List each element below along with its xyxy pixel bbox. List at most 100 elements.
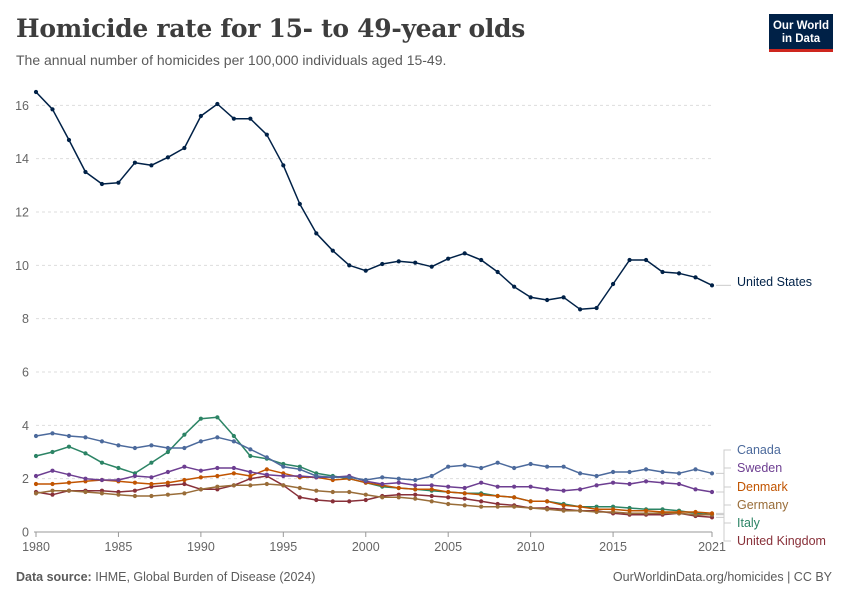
data-point xyxy=(380,261,385,267)
data-point xyxy=(545,464,550,469)
source-label: Data source: xyxy=(16,570,92,584)
data-point xyxy=(231,471,236,476)
logo-line-1: Our World xyxy=(772,20,829,32)
data-point xyxy=(314,473,319,479)
x-tick-label: 2010 xyxy=(517,540,545,554)
data-point xyxy=(429,499,434,504)
data-point xyxy=(182,432,187,437)
data-point xyxy=(281,163,286,168)
data-point xyxy=(495,504,500,509)
data-point xyxy=(528,499,533,504)
data-point xyxy=(709,283,715,288)
data-point xyxy=(610,507,616,512)
data-point xyxy=(347,489,352,495)
data-point xyxy=(66,137,72,143)
data-point xyxy=(561,503,566,508)
data-point xyxy=(231,483,236,488)
data-point xyxy=(198,475,203,480)
data-point xyxy=(462,485,467,491)
data-point xyxy=(116,492,121,497)
data-point xyxy=(429,483,434,488)
data-point xyxy=(693,487,698,492)
series-line-sweden xyxy=(35,465,713,493)
data-point xyxy=(676,481,682,487)
data-point xyxy=(577,504,583,509)
y-tick-label: 12 xyxy=(15,206,29,220)
data-point xyxy=(610,469,616,475)
data-point xyxy=(50,468,55,473)
data-source: Data source: IHME, Global Burden of Dise… xyxy=(16,570,315,584)
data-point xyxy=(545,499,550,504)
data-point xyxy=(462,491,467,496)
data-point xyxy=(363,497,368,503)
data-point xyxy=(264,455,269,460)
data-point xyxy=(512,504,517,509)
data-point xyxy=(33,481,39,487)
data-point xyxy=(281,473,286,479)
data-point xyxy=(528,484,533,489)
data-point xyxy=(561,295,566,300)
data-point xyxy=(83,169,88,175)
data-point xyxy=(33,473,39,479)
data-point xyxy=(215,465,220,471)
data-point xyxy=(561,464,566,469)
data-point xyxy=(116,443,121,448)
data-point xyxy=(264,472,269,477)
series-line-canada xyxy=(35,432,713,481)
data-point xyxy=(314,488,319,493)
data-point xyxy=(627,508,632,513)
data-point xyxy=(215,435,220,440)
data-point xyxy=(33,433,39,439)
data-point xyxy=(660,269,665,275)
data-point xyxy=(215,473,220,479)
data-point xyxy=(215,101,220,107)
y-tick-label: 10 xyxy=(15,259,29,273)
data-point xyxy=(627,257,632,263)
data-point xyxy=(594,473,599,479)
data-point xyxy=(709,511,715,516)
legend-connector xyxy=(716,467,731,493)
data-point xyxy=(347,263,352,268)
x-tick-label: 2005 xyxy=(434,540,462,554)
y-tick-label: 0 xyxy=(22,526,29,540)
data-point xyxy=(413,487,418,492)
x-tick-label: 2015 xyxy=(599,540,627,554)
logo-line-2: in Data xyxy=(781,33,821,45)
data-point xyxy=(132,445,138,451)
data-point xyxy=(297,473,302,479)
data-point xyxy=(248,447,253,452)
data-point xyxy=(99,460,105,465)
data-point xyxy=(50,492,55,497)
data-point xyxy=(198,416,203,421)
data-point xyxy=(66,488,72,493)
data-point xyxy=(709,471,715,476)
data-point xyxy=(281,483,286,488)
data-point xyxy=(709,489,715,495)
data-point xyxy=(643,257,649,263)
data-point xyxy=(132,480,138,485)
data-point xyxy=(528,461,533,467)
data-point xyxy=(182,464,187,469)
data-point xyxy=(429,473,434,479)
data-point xyxy=(512,495,517,500)
data-point xyxy=(50,481,55,487)
data-point xyxy=(66,480,72,485)
footer-url[interactable]: OurWorldinData.org/homicides | CC BY xyxy=(612,570,832,584)
chart-subtitle: The annual number of homicides per 100,0… xyxy=(16,52,447,68)
data-point xyxy=(182,477,187,483)
data-point xyxy=(264,467,269,472)
legend-label: Denmark xyxy=(737,480,788,494)
owid-logo[interactable]: Our World in Data xyxy=(769,14,833,52)
data-point xyxy=(528,505,533,511)
data-point xyxy=(182,481,187,487)
source-text[interactable]: IHME, Global Burden of Disease (2024) xyxy=(95,570,316,584)
data-point xyxy=(396,485,401,491)
y-tick-label: 4 xyxy=(22,419,29,433)
data-point xyxy=(462,463,467,468)
data-point xyxy=(627,481,632,487)
data-point xyxy=(512,284,517,289)
data-point xyxy=(429,493,434,499)
data-point xyxy=(676,471,682,476)
legend-label: United Kingdom xyxy=(737,534,826,548)
